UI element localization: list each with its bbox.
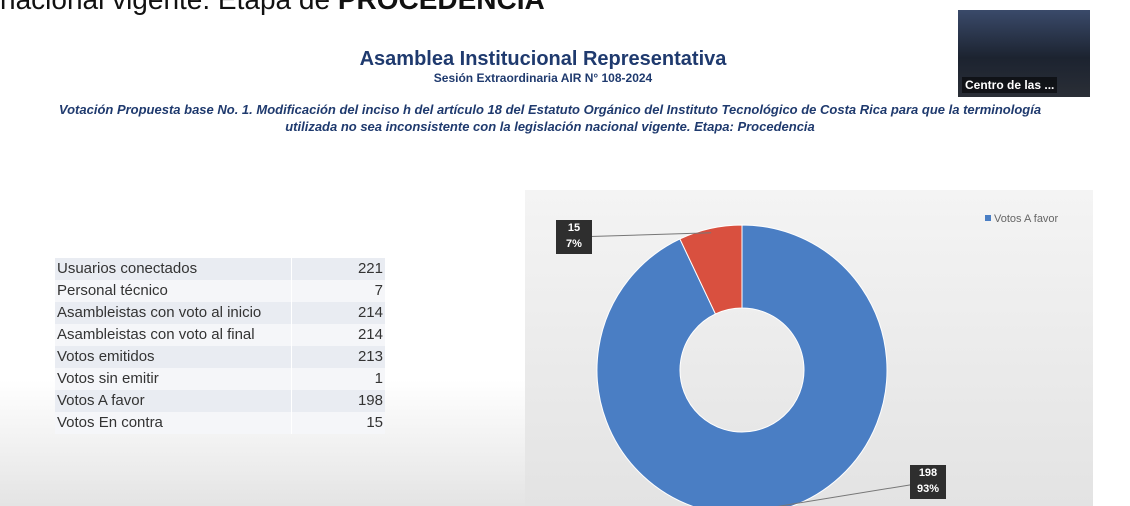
legend-swatch [985, 215, 991, 221]
data-label-percent: 7% [566, 238, 582, 250]
data-label: 15 [568, 222, 580, 234]
data-label-percent: 93% [917, 483, 939, 495]
data-label: 198 [919, 467, 937, 479]
page: nacional vigente. Etapa de PROCEDENCIA A… [0, 0, 1130, 506]
chart: 198 93% 15 7% Votos A favor [0, 0, 1130, 506]
legend-label: Votos A favor [994, 213, 1059, 225]
